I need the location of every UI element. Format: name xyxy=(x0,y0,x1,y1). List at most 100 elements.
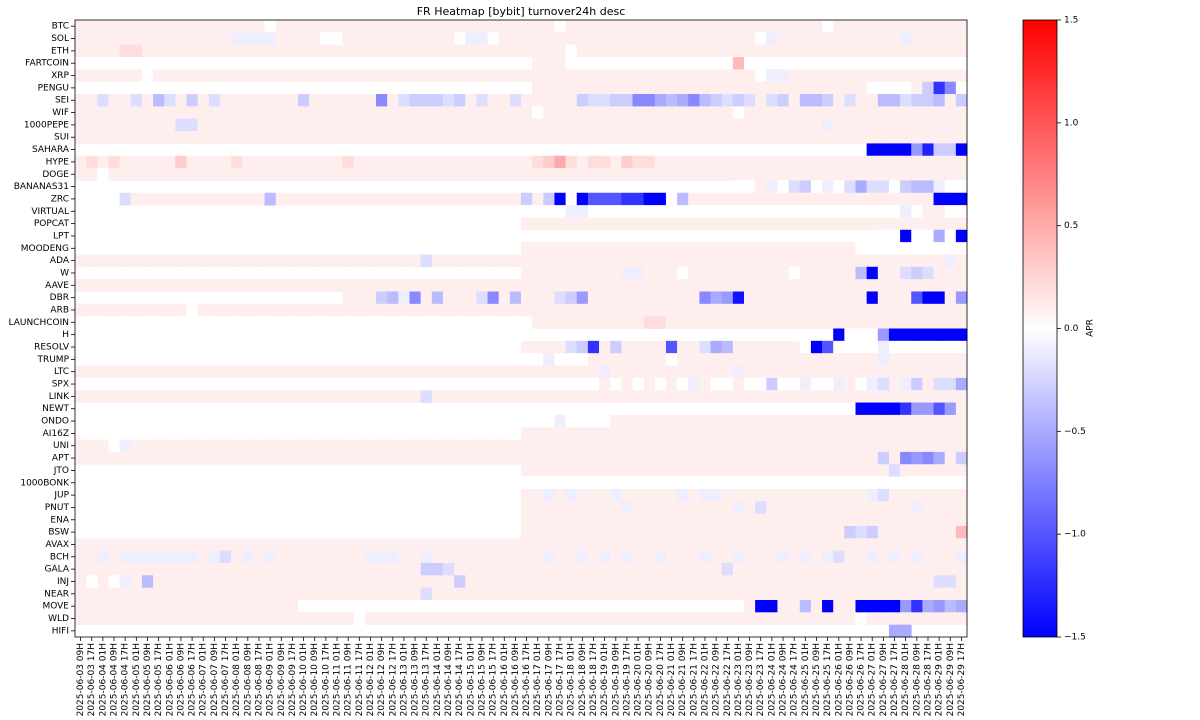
heatmap-cell xyxy=(665,192,678,206)
heatmap-cell xyxy=(130,365,143,379)
heatmap-cell xyxy=(587,513,600,527)
heatmap-cell xyxy=(654,20,667,33)
heatmap-cell xyxy=(654,427,667,440)
heatmap-cell xyxy=(822,451,834,465)
heatmap-cell xyxy=(944,106,957,120)
heatmap-cell xyxy=(454,192,466,206)
heatmap-cell xyxy=(576,390,589,403)
heatmap-cell xyxy=(398,439,410,453)
heatmap-cell xyxy=(755,20,767,33)
heatmap-cell xyxy=(487,20,500,33)
heatmap-cell xyxy=(833,525,845,539)
heatmap-cell xyxy=(543,353,555,366)
heatmap-cell xyxy=(364,106,377,120)
heatmap-cell xyxy=(688,464,700,477)
heatmap-cell xyxy=(699,390,711,403)
heatmap-cell xyxy=(844,217,856,231)
heatmap-cell xyxy=(654,599,667,613)
heatmap-cell xyxy=(242,57,254,70)
heatmap-cell xyxy=(320,81,332,95)
heatmap-cell xyxy=(398,20,410,33)
heatmap-cell xyxy=(744,279,756,292)
heatmap-cell xyxy=(509,168,522,181)
heatmap-cell xyxy=(164,575,176,589)
heatmap-cell xyxy=(632,340,645,354)
y-tick-label: ONDO xyxy=(41,417,69,427)
heatmap-cell xyxy=(900,94,912,107)
heatmap-cell xyxy=(309,155,321,169)
heatmap-cell xyxy=(275,439,288,453)
heatmap-cell xyxy=(866,513,879,527)
heatmap-cell xyxy=(599,242,611,255)
x-tick-label: 2025-06-05 17H xyxy=(154,643,164,716)
heatmap-cell xyxy=(877,353,890,366)
heatmap-cell xyxy=(877,291,890,305)
heatmap-cell xyxy=(286,587,299,601)
heatmap-cell xyxy=(799,575,812,589)
heatmap-cell xyxy=(888,106,901,120)
heatmap-cell xyxy=(75,106,87,120)
heatmap-cell xyxy=(665,242,678,255)
heatmap-cell xyxy=(153,587,165,601)
heatmap-cell xyxy=(744,316,756,329)
heatmap-cell xyxy=(197,377,210,391)
heatmap-cell xyxy=(130,20,143,33)
heatmap-cell xyxy=(744,217,756,231)
heatmap-cell xyxy=(532,242,544,255)
heatmap-cell xyxy=(744,254,756,268)
heatmap-cell xyxy=(755,180,767,194)
heatmap-cell xyxy=(833,340,845,354)
heatmap-cell xyxy=(677,94,689,107)
heatmap-cell xyxy=(298,612,310,626)
heatmap-cell xyxy=(253,118,265,132)
heatmap-cell xyxy=(643,390,656,403)
heatmap-cell xyxy=(420,57,433,70)
heatmap-cell xyxy=(86,106,98,120)
heatmap-cell xyxy=(777,205,789,218)
heatmap-cell xyxy=(75,254,87,268)
heatmap-cell xyxy=(955,587,968,601)
heatmap-cell xyxy=(465,168,477,181)
heatmap-cell xyxy=(476,118,488,132)
heatmap-cell xyxy=(610,476,622,490)
heatmap-cell xyxy=(877,94,890,107)
heatmap-cell xyxy=(231,377,243,391)
heatmap-cell xyxy=(632,501,645,514)
heatmap-cell xyxy=(799,316,812,329)
heatmap-cell xyxy=(242,106,254,120)
heatmap-cell xyxy=(777,279,789,292)
heatmap-cell xyxy=(86,365,98,379)
heatmap-cell xyxy=(75,131,87,144)
heatmap-cell xyxy=(587,550,600,564)
heatmap-cell xyxy=(955,205,968,218)
heatmap-cell xyxy=(353,94,366,107)
heatmap-cell xyxy=(665,205,678,218)
heatmap-cell xyxy=(465,365,477,379)
heatmap-cell xyxy=(766,439,778,453)
heatmap-cell xyxy=(900,303,912,317)
heatmap-cell xyxy=(554,353,566,366)
heatmap-cell xyxy=(822,106,834,120)
heatmap-cell xyxy=(777,525,789,539)
heatmap-cell xyxy=(654,451,667,465)
y-tick-label: XRP xyxy=(51,71,69,81)
heatmap-cell xyxy=(732,57,745,70)
heatmap-cell xyxy=(799,94,812,107)
heatmap-cell xyxy=(610,488,622,502)
heatmap-cell xyxy=(576,131,589,144)
heatmap-cell xyxy=(599,32,611,46)
heatmap-cell xyxy=(108,118,120,132)
heatmap-cell xyxy=(532,587,544,601)
heatmap-cell xyxy=(944,353,957,366)
heatmap-cell xyxy=(286,106,299,120)
heatmap-cell xyxy=(554,168,566,181)
heatmap-cell xyxy=(877,365,890,379)
heatmap-cell xyxy=(387,612,399,626)
heatmap-cell xyxy=(933,340,946,354)
heatmap-cell xyxy=(822,464,834,477)
heatmap-cell xyxy=(955,501,968,514)
heatmap-cell xyxy=(231,612,243,626)
heatmap-cell xyxy=(732,488,745,502)
heatmap-cell xyxy=(777,501,789,514)
x-tick-label: 2025-06-06 09H xyxy=(176,643,186,716)
